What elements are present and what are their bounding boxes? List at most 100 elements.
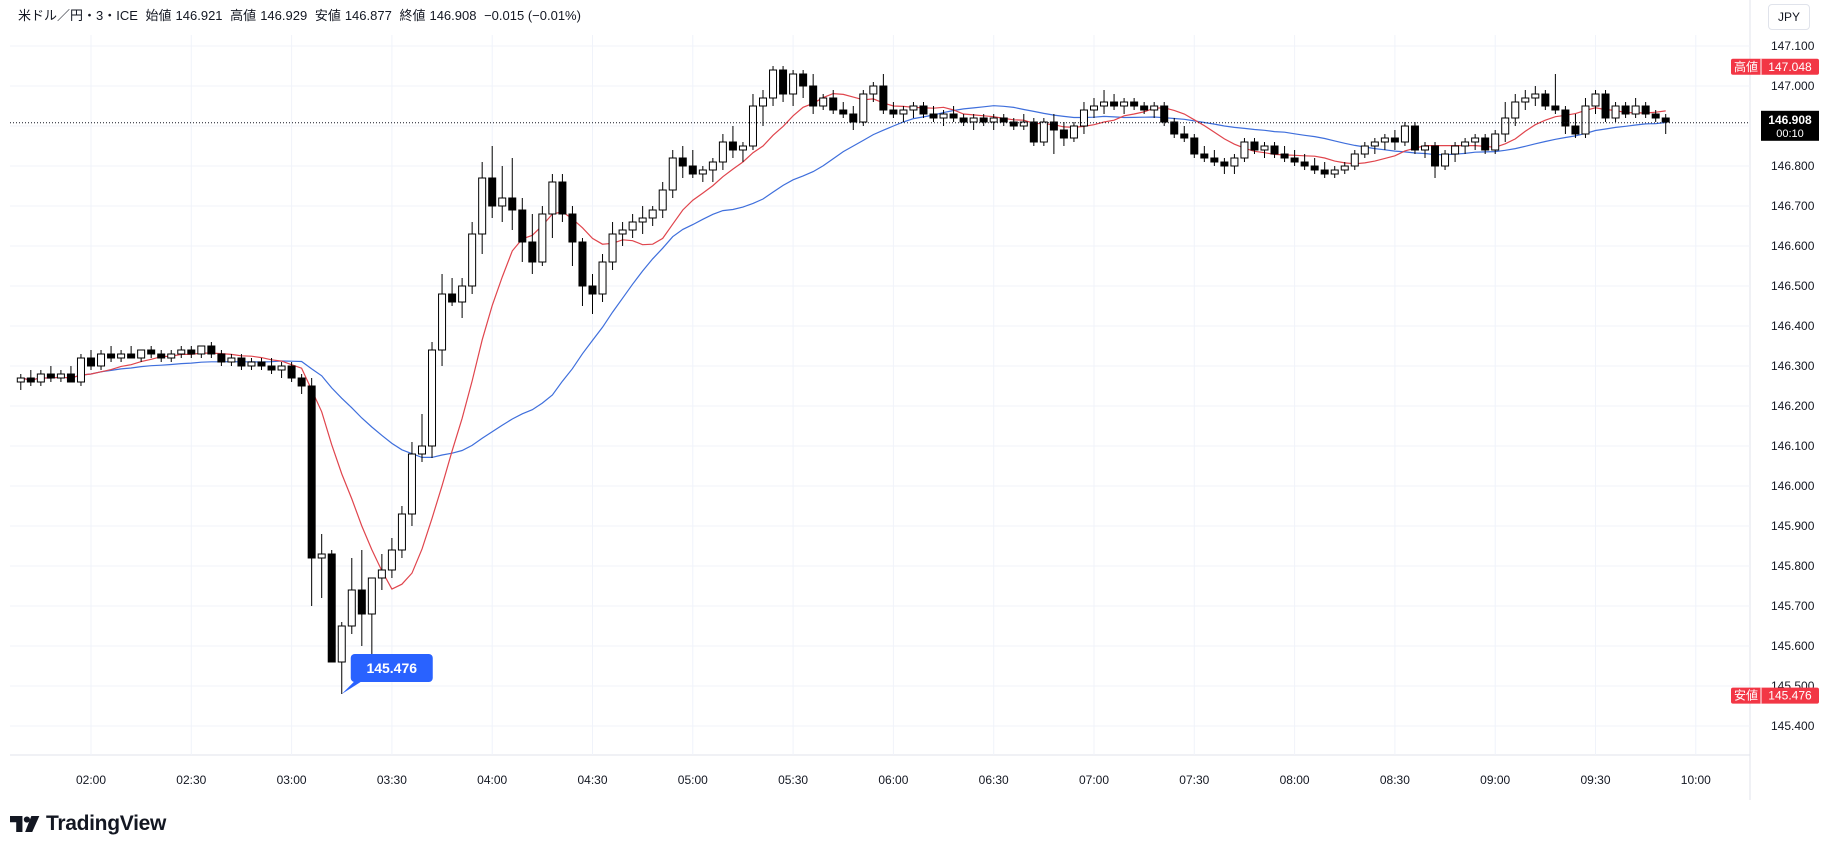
candle[interactable] (1451, 145, 1460, 155)
candle[interactable] (849, 113, 858, 123)
candle[interactable] (347, 589, 356, 627)
candle[interactable] (1059, 129, 1068, 139)
candle[interactable] (1541, 93, 1550, 107)
candle[interactable] (468, 233, 477, 287)
candle[interactable] (658, 189, 667, 211)
candle[interactable] (56, 373, 65, 379)
candle[interactable] (1049, 121, 1058, 131)
candle[interactable] (779, 69, 788, 95)
candle[interactable] (76, 357, 85, 383)
candle[interactable] (327, 553, 336, 663)
candle[interactable] (738, 145, 747, 151)
candle[interactable] (127, 353, 136, 359)
candle[interactable] (407, 453, 416, 515)
candle[interactable] (548, 181, 557, 215)
candle[interactable] (829, 97, 838, 111)
candle[interactable] (1531, 93, 1540, 99)
candle[interactable] (1310, 165, 1319, 171)
candle[interactable] (157, 353, 166, 359)
candle[interactable] (1320, 169, 1329, 175)
candle[interactable] (227, 357, 236, 363)
candle[interactable] (187, 349, 196, 355)
low-callout[interactable] (350, 654, 433, 682)
candle[interactable] (688, 165, 697, 175)
tradingview-logo[interactable]: TradingView (10, 812, 166, 836)
candle[interactable] (1350, 153, 1359, 167)
candle[interactable] (1641, 105, 1650, 115)
currency-button[interactable]: JPY (1768, 4, 1810, 30)
candle[interactable] (97, 353, 106, 367)
candle[interactable] (558, 181, 567, 215)
candle[interactable] (618, 229, 627, 235)
candle[interactable] (1601, 93, 1610, 119)
candle[interactable] (1581, 105, 1590, 135)
candle[interactable] (1190, 137, 1199, 155)
candle[interactable] (698, 169, 707, 175)
candle[interactable] (759, 97, 768, 107)
candle[interactable] (1009, 121, 1018, 127)
candle[interactable] (1400, 125, 1409, 143)
candle[interactable] (137, 349, 146, 359)
candle[interactable] (889, 109, 898, 115)
candle[interactable] (1370, 141, 1379, 147)
candle[interactable] (1481, 137, 1490, 151)
candle[interactable] (728, 141, 737, 151)
candle[interactable] (588, 285, 597, 295)
candle[interactable] (839, 109, 848, 115)
candle[interactable] (628, 221, 637, 231)
candle[interactable] (1210, 157, 1219, 163)
candle[interactable] (1621, 105, 1630, 115)
candle[interactable] (1471, 137, 1480, 143)
candle[interactable] (438, 293, 447, 351)
candle[interactable] (1390, 137, 1399, 143)
candle[interactable] (1200, 153, 1209, 159)
candle[interactable] (879, 85, 888, 111)
candle[interactable] (297, 377, 306, 387)
candle[interactable] (1069, 125, 1078, 139)
candle[interactable] (277, 365, 286, 371)
candle[interactable] (1029, 121, 1038, 143)
candle[interactable] (1571, 125, 1580, 135)
candle[interactable] (1270, 145, 1279, 155)
candle[interactable] (287, 365, 296, 379)
candle[interactable] (267, 365, 276, 371)
candle[interactable] (1360, 145, 1369, 155)
candle[interactable] (1140, 105, 1149, 111)
candle[interactable] (909, 105, 918, 111)
candle[interactable] (789, 73, 798, 95)
candle[interactable] (498, 197, 507, 207)
candle[interactable] (748, 105, 757, 147)
candle[interactable] (367, 577, 376, 615)
candle[interactable] (1220, 161, 1229, 167)
candle[interactable] (1130, 101, 1139, 107)
candle[interactable] (1410, 125, 1419, 151)
candle[interactable] (1420, 145, 1429, 151)
candle[interactable] (247, 361, 256, 367)
candle[interactable] (1511, 101, 1520, 119)
candle[interactable] (1120, 101, 1129, 107)
candle[interactable] (397, 513, 406, 551)
candle[interactable] (1441, 153, 1450, 167)
candle[interactable] (107, 353, 116, 359)
candle[interactable] (929, 113, 938, 119)
candle[interactable] (478, 177, 487, 235)
candle[interactable] (708, 161, 717, 171)
candle[interactable] (1631, 105, 1640, 115)
candle[interactable] (1240, 141, 1249, 159)
candle[interactable] (1300, 161, 1309, 167)
candle[interactable] (648, 209, 657, 219)
candle[interactable] (16, 377, 25, 383)
candle[interactable] (1150, 105, 1159, 111)
candle[interactable] (1079, 109, 1088, 127)
candle[interactable] (1280, 153, 1289, 159)
candle[interactable] (448, 293, 457, 303)
candle[interactable] (939, 113, 948, 119)
candle[interactable] (508, 197, 517, 211)
candle[interactable] (357, 589, 366, 615)
candle[interactable] (799, 73, 808, 87)
candle[interactable] (718, 141, 727, 163)
candle[interactable] (1551, 105, 1560, 111)
candle[interactable] (1491, 133, 1500, 151)
candle[interactable] (1110, 101, 1119, 107)
